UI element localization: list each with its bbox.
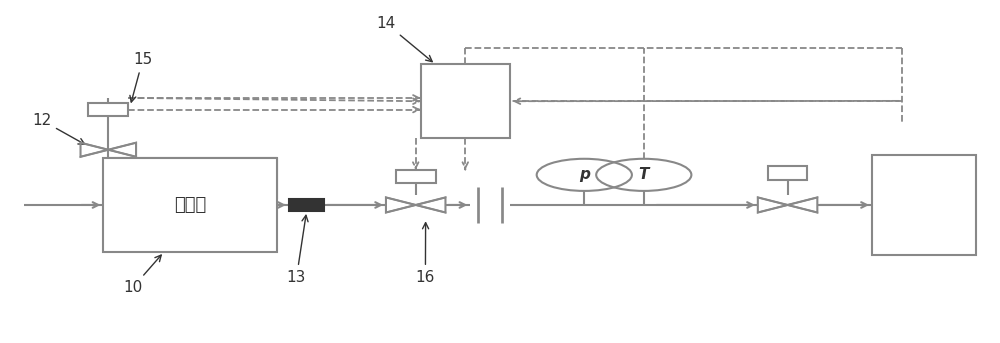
FancyBboxPatch shape [88, 103, 128, 116]
FancyBboxPatch shape [289, 199, 324, 211]
Text: 16: 16 [416, 223, 435, 285]
FancyBboxPatch shape [421, 64, 510, 138]
FancyBboxPatch shape [396, 170, 436, 183]
Text: p: p [579, 167, 590, 182]
FancyBboxPatch shape [768, 166, 807, 180]
Text: 12: 12 [32, 113, 85, 144]
Text: 13: 13 [287, 215, 308, 285]
Text: 15: 15 [130, 52, 152, 102]
FancyBboxPatch shape [872, 155, 976, 255]
Text: T: T [639, 167, 649, 182]
FancyBboxPatch shape [103, 158, 277, 252]
Text: 14: 14 [376, 15, 432, 62]
Text: 10: 10 [123, 255, 161, 295]
Text: 汽化器: 汽化器 [174, 196, 206, 214]
